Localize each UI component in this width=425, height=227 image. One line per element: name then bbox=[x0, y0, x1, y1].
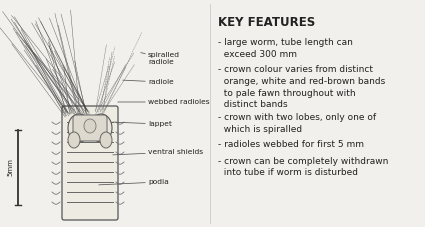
Ellipse shape bbox=[68, 132, 80, 148]
FancyBboxPatch shape bbox=[62, 106, 118, 220]
Ellipse shape bbox=[100, 132, 112, 148]
Ellipse shape bbox=[68, 114, 90, 142]
Text: webbed radioles: webbed radioles bbox=[118, 99, 210, 105]
Text: - crown can be completely withdrawn
  into tube if worm is disturbed: - crown can be completely withdrawn into… bbox=[218, 156, 388, 177]
Text: - crown colour varies from distinct
  orange, white and red-brown bands
  to pal: - crown colour varies from distinct oran… bbox=[218, 65, 385, 109]
Text: KEY FEATURES: KEY FEATURES bbox=[218, 16, 315, 29]
FancyBboxPatch shape bbox=[73, 115, 107, 141]
Text: - crown with two lobes, only one of
  which is spiralled: - crown with two lobes, only one of whic… bbox=[218, 113, 376, 134]
Ellipse shape bbox=[90, 114, 112, 142]
Text: podia: podia bbox=[99, 179, 169, 185]
Text: 5mm: 5mm bbox=[7, 159, 13, 176]
Text: - large worm, tube length can
  exceed 300 mm: - large worm, tube length can exceed 300… bbox=[218, 38, 353, 59]
Text: lappet: lappet bbox=[113, 121, 172, 127]
Ellipse shape bbox=[84, 119, 96, 133]
Text: spiralled
radiole: spiralled radiole bbox=[141, 52, 180, 64]
Text: ventral shields: ventral shields bbox=[113, 149, 203, 155]
Text: radiole: radiole bbox=[123, 79, 174, 85]
Text: - radioles webbed for first 5 mm: - radioles webbed for first 5 mm bbox=[218, 140, 364, 149]
